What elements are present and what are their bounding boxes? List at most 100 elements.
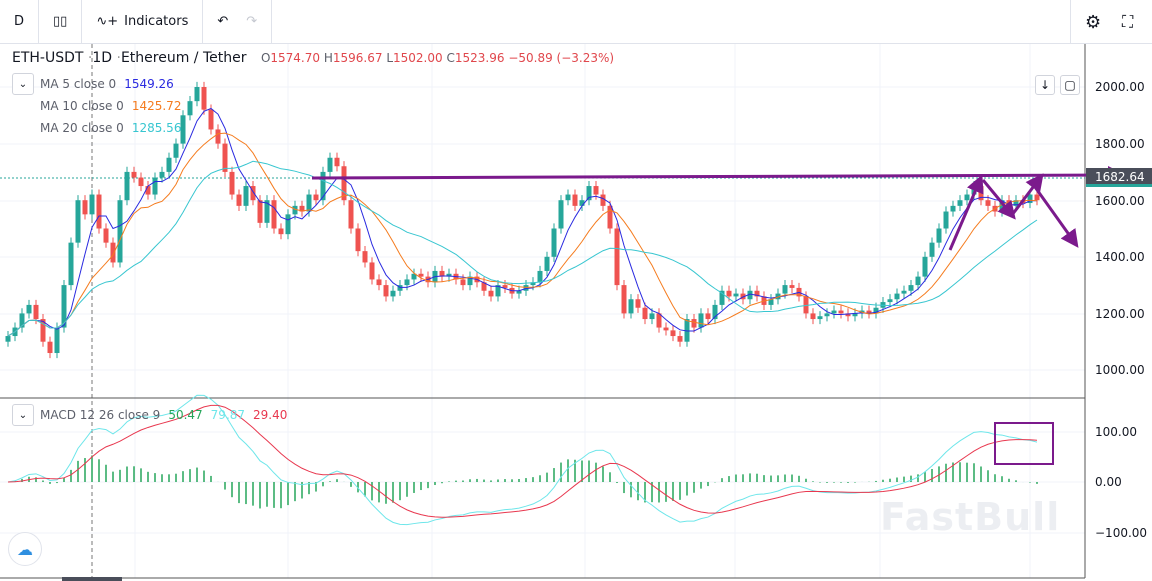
candle-body	[166, 157, 172, 172]
candle-body	[19, 313, 25, 328]
candle-body	[117, 200, 123, 263]
candle-body	[40, 319, 46, 342]
candle-body	[439, 270, 445, 277]
arrow-down-icon: ↓	[1039, 78, 1051, 92]
candle-body	[691, 319, 697, 328]
candle-body	[656, 313, 662, 328]
candle-body	[789, 285, 795, 288]
tradingview-logo-icon[interactable]: ☁	[8, 532, 42, 566]
candle-body	[698, 313, 704, 328]
candle-body	[719, 290, 725, 305]
ma-line-10	[7, 132, 1038, 337]
candle-body	[173, 143, 179, 158]
symbol: ETH-USDT	[12, 50, 84, 66]
candle-body	[285, 214, 291, 235]
candle-body	[922, 256, 928, 277]
candle-body	[838, 310, 844, 314]
candle-body	[873, 307, 879, 314]
macd-legend: MACD 12 26 close 9 50.47 79.87 29.40	[40, 408, 288, 422]
candle-body	[355, 228, 361, 252]
candle-body	[775, 293, 781, 300]
candle-body	[215, 129, 221, 144]
watermark: FastBull	[880, 495, 1061, 539]
candle-body	[1027, 194, 1033, 204]
candle-body	[299, 205, 305, 212]
candle-body	[705, 313, 711, 320]
candle-body	[33, 304, 39, 320]
fullscreen-button[interactable]: ⛶	[1108, 0, 1147, 44]
price-tick: 1000.00	[1095, 363, 1145, 377]
candle-body	[236, 194, 242, 206]
resistance-line-drawing	[311, 166, 1126, 185]
price-tick: 1400.00	[1095, 250, 1145, 264]
top-toolbar: D ▯▯ ∿+ Indicators ↶ ↷ ⚙ ⛶	[0, 0, 1152, 44]
candle-body	[334, 157, 340, 167]
candle-body	[894, 293, 900, 300]
candle-body	[537, 270, 543, 283]
macd-tick: −100.00	[1095, 526, 1148, 540]
candle-body	[523, 285, 529, 291]
candle-body	[96, 194, 102, 229]
candle-body	[110, 242, 116, 263]
arrow-drawing	[981, 179, 1016, 220]
collapse-macd-button[interactable]: ⌄	[12, 404, 34, 426]
price-chart[interactable]	[0, 44, 1152, 581]
candle-body	[229, 171, 235, 195]
candle-body	[404, 279, 410, 286]
arrow-drawing	[1010, 173, 1044, 216]
candle-body	[446, 273, 452, 277]
indicators-label: Indicators	[124, 14, 189, 29]
candle-body	[824, 313, 830, 317]
candle-body	[929, 242, 935, 257]
candle-body	[614, 228, 620, 286]
candle-body	[516, 290, 522, 294]
candle-body	[152, 177, 158, 195]
candle-body	[628, 299, 634, 314]
candle-body	[754, 290, 760, 297]
candle-body	[103, 228, 109, 243]
candle-body	[579, 200, 585, 206]
arrow-drawing	[948, 174, 984, 251]
undo-icon[interactable]: ↶	[217, 14, 229, 29]
indicators-button[interactable]: ∿+ Indicators	[82, 0, 204, 44]
last-price-label: 1682.64	[1086, 168, 1152, 187]
candle-body	[621, 285, 627, 314]
candle-body	[845, 313, 851, 317]
ma-legend: MA 5 close 0 1549.26 MA 10 close 0 1425.72…	[12, 73, 181, 139]
scroll-down-button[interactable]: ↓	[1035, 75, 1055, 95]
candle-body	[684, 319, 690, 342]
redo-icon[interactable]: ↷	[246, 14, 258, 29]
candle-body	[964, 194, 970, 201]
price-tick: 2000.00	[1095, 80, 1145, 94]
candle-body	[222, 143, 228, 172]
candle-body	[467, 276, 473, 286]
candle-body	[915, 276, 921, 286]
candle-body	[89, 194, 95, 215]
interval-button[interactable]: D	[0, 0, 40, 44]
candle-body	[782, 285, 788, 294]
symbol-name: Ethereum / Tether	[120, 50, 247, 66]
candle-body	[159, 171, 165, 178]
highlight-box-drawing	[994, 422, 1054, 465]
candle-body	[593, 186, 599, 195]
candle-body	[607, 205, 613, 229]
candle-body	[257, 200, 263, 223]
candle-body	[558, 200, 564, 229]
maximize-pane-button[interactable]: ▢	[1060, 75, 1080, 95]
candle-body	[264, 200, 270, 223]
candle-body	[908, 285, 914, 291]
candle-body	[635, 299, 641, 308]
candle-body	[586, 186, 592, 201]
collapse-ma-button[interactable]: ⌄	[12, 73, 34, 95]
settings-button[interactable]: ⚙	[1070, 0, 1115, 44]
fullscreen-icon: ⛶	[1122, 12, 1134, 31]
candle-body	[768, 299, 774, 305]
chart-legend: ETH-USDT ·1D ·Ethereum / Tether O1574.70…	[12, 50, 615, 66]
candle-body	[901, 290, 907, 294]
ohlc-values: O1574.70 H1596.67 L1502.00 C1523.96 −50.…	[260, 51, 615, 65]
candle-body	[313, 194, 319, 201]
candle-body	[201, 87, 207, 110]
candle-body	[320, 171, 326, 201]
arrow-drawing	[1028, 179, 1079, 248]
chart-type-button[interactable]: ▯▯	[39, 0, 83, 44]
